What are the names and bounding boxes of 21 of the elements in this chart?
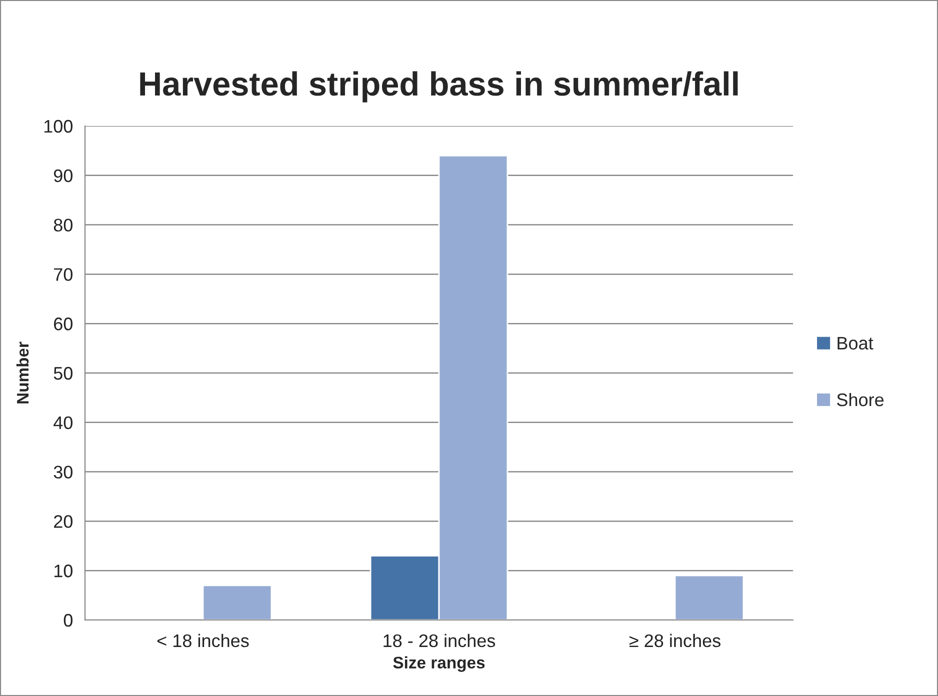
bar <box>202 584 272 620</box>
y-tick-label: 10 <box>54 564 72 578</box>
chart-title: Harvested striped bass in summer/fall <box>140 71 738 102</box>
x-axis-title: Size ranges <box>393 656 485 672</box>
x-tick-label: 18 - 28 inches <box>384 634 496 648</box>
y-tick-label: 70 <box>54 268 72 281</box>
y-tick-label: 20 <box>54 515 72 528</box>
bar <box>674 574 744 620</box>
y-axis-title: Number <box>16 342 29 404</box>
legend-label: Boat <box>838 336 874 350</box>
y-tick-label: 40 <box>54 416 72 430</box>
y-tick-label: 30 <box>54 466 72 479</box>
x-tick-label: ≥ 28 inches <box>629 634 720 648</box>
y-tick-label: 80 <box>54 218 72 232</box>
y-tick-label: 0 <box>64 614 72 627</box>
y-tick-label: 60 <box>54 318 72 330</box>
x-tick-label: < 18 inches <box>157 634 249 648</box>
y-tick-label: 50 <box>54 366 72 380</box>
legend-label: Shore <box>837 392 884 406</box>
y-tick-label: 100 <box>44 120 72 133</box>
y-tick-label: 90 <box>54 169 72 182</box>
